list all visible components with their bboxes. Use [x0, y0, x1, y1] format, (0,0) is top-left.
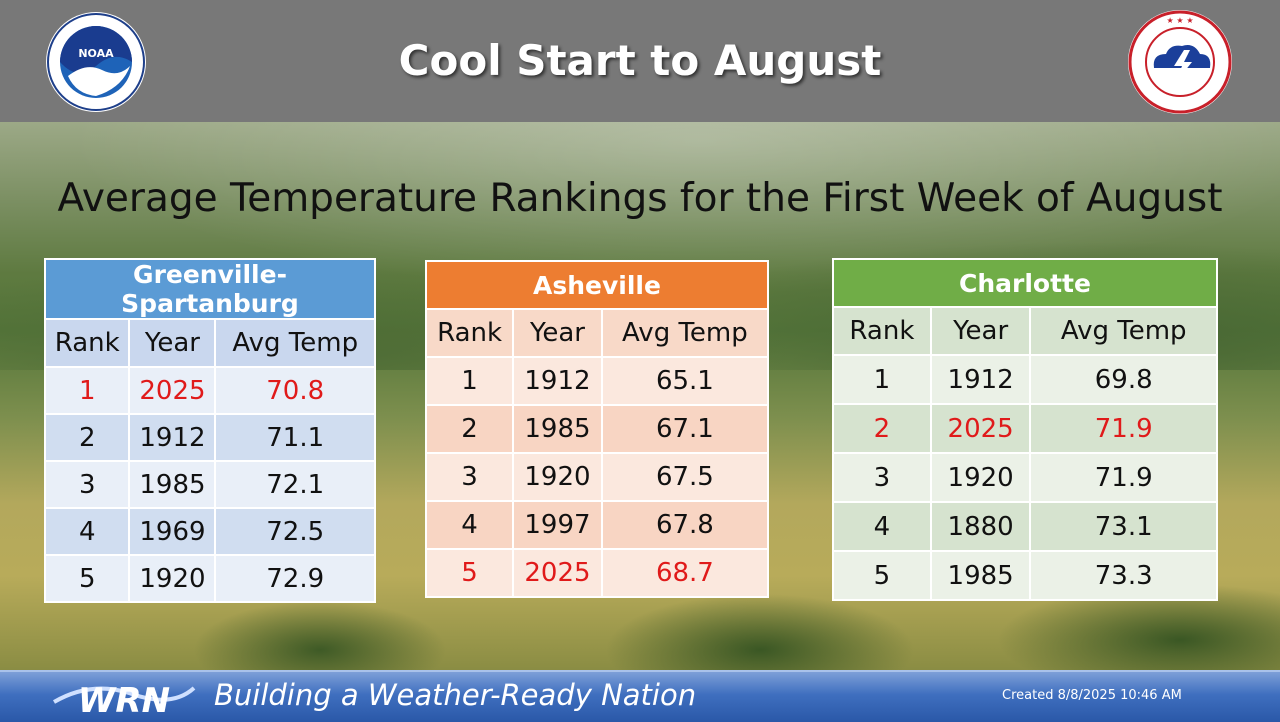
rank-cell: 4	[424, 500, 515, 550]
rank-cell: 4	[832, 501, 932, 552]
avg-temp-cell: 67.8	[600, 500, 770, 550]
avg-temp-cell: 71.9	[1029, 403, 1218, 454]
table-city-title: Asheville	[425, 260, 769, 310]
noaa-logo-icon: NOAA	[46, 12, 146, 112]
table-row: 1 1912 65.1	[424, 356, 770, 406]
rank-cell: 5	[832, 550, 932, 601]
column-header-year: Year	[929, 306, 1032, 356]
year-cell: 2025	[929, 403, 1032, 454]
avg-temp-cell: 67.1	[600, 404, 770, 454]
column-header-year: Year	[512, 308, 603, 358]
year-cell: 1912	[929, 354, 1032, 405]
avg-temp-cell: 71.9	[1029, 452, 1218, 503]
rankings-table-charlotte: Charlotte Rank Year Avg Temp 1 1912 69.8…	[832, 258, 1218, 601]
rank-cell: 3	[832, 452, 932, 503]
avg-temp-cell: 68.7	[600, 548, 770, 598]
avg-temp-cell: 73.1	[1029, 501, 1218, 552]
table-row: 2 2025 71.9	[832, 403, 1218, 454]
rank-cell: 2	[424, 404, 515, 454]
rank-cell: 2	[832, 403, 932, 454]
avg-temp-cell: 73.3	[1029, 550, 1218, 601]
table-row: 5 1920 72.9	[43, 554, 376, 603]
table-row: 5 2025 68.7	[424, 548, 770, 598]
year-cell: 1912	[512, 356, 603, 406]
wrn-logo-icon: WRN	[52, 681, 196, 718]
rank-cell: 2	[43, 413, 131, 462]
footer-bar	[0, 670, 1280, 722]
year-cell: 1920	[512, 452, 603, 502]
subtitle: Average Temperature Rankings for the Fir…	[57, 176, 1223, 221]
avg-temp-cell: 69.8	[1029, 354, 1218, 405]
column-header-avg-temp: Avg Temp	[600, 308, 770, 358]
created-timestamp: Created 8/8/2025 10:46 AM	[1002, 688, 1182, 703]
table-city-title: Charlotte	[832, 258, 1218, 308]
avg-temp-cell: 71.1	[214, 413, 376, 462]
avg-temp-cell: 72.9	[214, 554, 376, 603]
table-row: 1 1912 69.8	[832, 354, 1218, 405]
noaa-logo-text: NOAA	[78, 47, 114, 60]
avg-temp-cell: 67.5	[600, 452, 770, 502]
wrn-logo-text: WRN	[78, 681, 170, 718]
header-bar	[0, 0, 1280, 122]
rank-cell: 1	[424, 356, 515, 406]
year-cell: 1985	[128, 460, 217, 509]
year-cell: 1880	[929, 501, 1032, 552]
rankings-table-greenville-spartanburg: Greenville-Spartanburg Rank Year Avg Tem…	[43, 258, 376, 603]
rank-cell: 4	[43, 507, 131, 556]
table-row: 1 2025 70.8	[43, 366, 376, 415]
year-cell: 1997	[512, 500, 603, 550]
column-header-avg-temp: Avg Temp	[1029, 306, 1218, 356]
rank-cell: 3	[43, 460, 131, 509]
column-header-rank: Rank	[424, 308, 515, 358]
table-city-title: Greenville-Spartanburg	[44, 258, 376, 320]
avg-temp-cell: 70.8	[214, 366, 376, 415]
avg-temp-cell: 72.5	[214, 507, 376, 556]
column-header-avg-temp: Avg Temp	[214, 318, 376, 368]
rank-cell: 1	[832, 354, 932, 405]
table-row: 3 1985 72.1	[43, 460, 376, 509]
table-row: 2 1912 71.1	[43, 413, 376, 462]
table-row: 3 1920 67.5	[424, 452, 770, 502]
rank-cell: 5	[43, 554, 131, 603]
year-cell: 1969	[128, 507, 217, 556]
year-cell: 1920	[128, 554, 217, 603]
avg-temp-cell: 65.1	[600, 356, 770, 406]
table-row: 2 1985 67.1	[424, 404, 770, 454]
svg-text:★ ★ ★: ★ ★ ★	[1166, 16, 1193, 25]
year-cell: 1985	[929, 550, 1032, 601]
avg-temp-cell: 72.1	[214, 460, 376, 509]
rankings-table-asheville: Asheville Rank Year Avg Temp 1 1912 65.1…	[424, 260, 770, 598]
page-title: Cool Start to August	[398, 36, 882, 85]
year-cell: 2025	[128, 366, 217, 415]
rank-cell: 3	[424, 452, 515, 502]
column-header-year: Year	[128, 318, 217, 368]
rank-cell: 1	[43, 366, 131, 415]
column-header-rank: Rank	[832, 306, 932, 356]
year-cell: 1920	[929, 452, 1032, 503]
column-header-rank: Rank	[43, 318, 131, 368]
table-row: 5 1985 73.3	[832, 550, 1218, 601]
nws-logo-icon: ★ ★ ★	[1128, 10, 1232, 114]
table-row: 4 1969 72.5	[43, 507, 376, 556]
rank-cell: 5	[424, 548, 515, 598]
table-row: 3 1920 71.9	[832, 452, 1218, 503]
table-row: 4 1997 67.8	[424, 500, 770, 550]
year-cell: 1912	[128, 413, 217, 462]
year-cell: 1985	[512, 404, 603, 454]
year-cell: 2025	[512, 548, 603, 598]
table-row: 4 1880 73.1	[832, 501, 1218, 552]
tagline: Building a Weather-Ready Nation	[214, 678, 697, 712]
